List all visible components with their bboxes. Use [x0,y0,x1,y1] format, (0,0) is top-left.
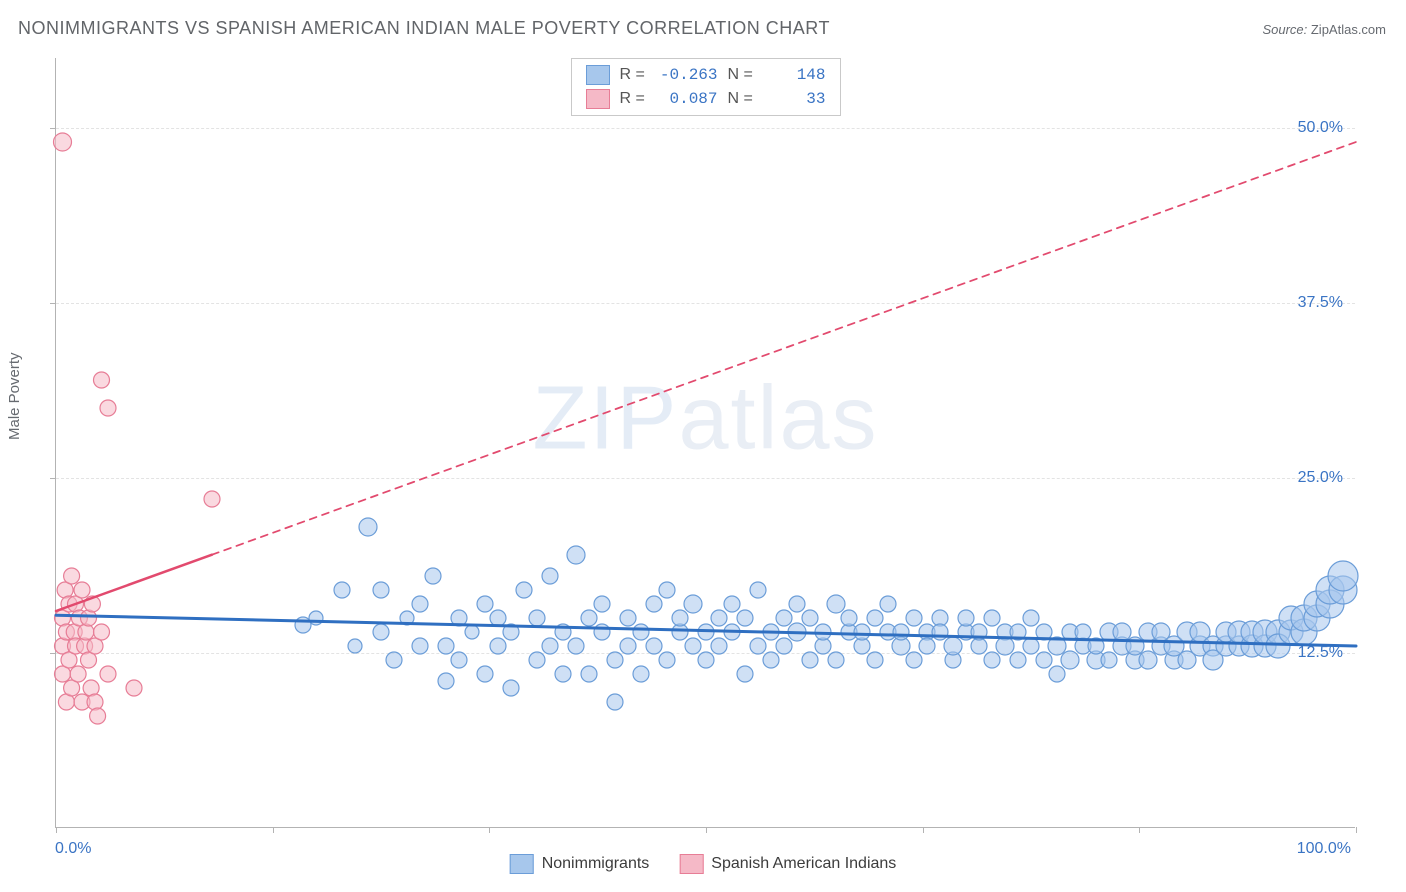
chart-title: NONIMMIGRANTS VS SPANISH AMERICAN INDIAN… [18,18,830,39]
y-tick-label: 12.5% [1298,644,1343,662]
n-label: N = [728,66,756,84]
legend-swatch-nonimmigrants [510,854,534,874]
swatch-spanish [586,89,610,109]
y-tick-label: 37.5% [1298,294,1343,312]
r-label: R = [620,66,648,84]
scatter-svg [56,58,1355,827]
y-axis-label: Male Poverty [6,352,23,440]
correlation-stats-box: R = -0.263 N = 148 R = 0.087 N = 33 [571,58,841,116]
n-value-spanish: 33 [766,90,826,108]
r-label: R = [620,90,648,108]
legend-label-nonimmigrants: Nonimmigrants [542,855,650,873]
x-tick-mark [489,827,490,833]
legend-item-spanish: Spanish American Indians [679,854,896,874]
source-value: ZipAtlas.com [1311,22,1386,37]
n-label: N = [728,90,756,108]
source-prefix: Source: [1262,22,1310,37]
bottom-legend: Nonimmigrants Spanish American Indians [510,854,897,874]
chart-plot-area: ZIPatlas R = -0.263 N = 148 R = 0.087 N … [55,58,1355,828]
x-axis-max-label: 100.0% [1297,840,1351,858]
stats-row-spanish: R = 0.087 N = 33 [572,87,840,111]
r-value-nonimmigrants: -0.263 [658,66,718,84]
x-tick-mark [273,827,274,833]
legend-item-nonimmigrants: Nonimmigrants [510,854,650,874]
x-tick-mark [923,827,924,833]
x-tick-mark [1139,827,1140,833]
stats-row-nonimmigrants: R = -0.263 N = 148 [572,63,840,87]
source-attribution: Source: ZipAtlas.com [1262,22,1386,37]
legend-label-spanish: Spanish American Indians [711,855,896,873]
swatch-nonimmigrants [586,65,610,85]
r-value-spanish: 0.087 [658,90,718,108]
y-tick-label: 25.0% [1298,469,1343,487]
x-axis-min-label: 0.0% [55,840,91,858]
legend-swatch-spanish [679,854,703,874]
n-value-nonimmigrants: 148 [766,66,826,84]
x-tick-mark [1356,827,1357,833]
x-tick-mark [56,827,57,833]
x-tick-mark [706,827,707,833]
y-tick-label: 50.0% [1298,119,1343,137]
